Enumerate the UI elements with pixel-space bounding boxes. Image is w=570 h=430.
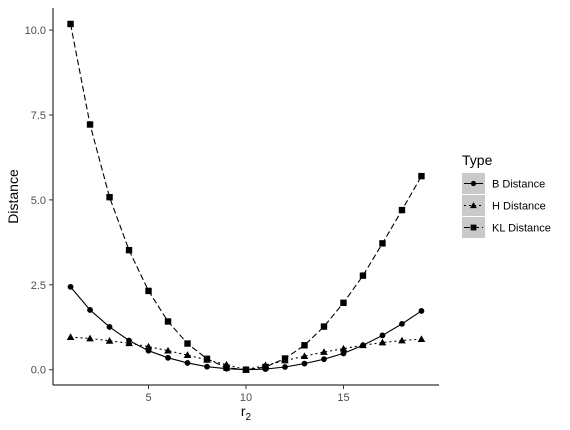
data-point bbox=[399, 320, 405, 327]
data-point bbox=[340, 350, 347, 357]
data-point bbox=[165, 354, 171, 361]
y-tick-label: 7.5 bbox=[31, 110, 46, 122]
y-axis-title: Distance bbox=[5, 169, 21, 224]
data-point bbox=[106, 193, 113, 201]
data-point bbox=[301, 342, 308, 349]
legend-item: B Distance bbox=[462, 173, 545, 194]
legend: Type B Distance H Distance KL Distance bbox=[462, 152, 551, 238]
x-tick-label: 5 bbox=[145, 392, 151, 404]
series-line bbox=[70, 23, 422, 371]
data-point bbox=[203, 355, 211, 363]
y-tick-label: 2.5 bbox=[31, 280, 46, 292]
y-axis: 0.0 2.5 5.0 7.5 10.0 bbox=[25, 8, 54, 385]
legend-label: KL Distance bbox=[492, 223, 551, 235]
data-point bbox=[282, 364, 288, 370]
data-point bbox=[320, 348, 328, 355]
x-axis: 5 10 15 bbox=[53, 384, 439, 404]
data-point bbox=[242, 366, 250, 373]
data-point bbox=[398, 336, 406, 344]
data-point bbox=[359, 272, 367, 279]
series-b-distance bbox=[67, 283, 425, 373]
data-point bbox=[125, 246, 133, 254]
data-point bbox=[398, 206, 406, 214]
data-point bbox=[223, 364, 230, 371]
data-point bbox=[145, 287, 152, 295]
data-point bbox=[183, 351, 192, 358]
data-point bbox=[281, 355, 289, 362]
data-point bbox=[164, 318, 172, 325]
data-point bbox=[320, 323, 328, 330]
y-tick-label: 0.0 bbox=[31, 365, 46, 377]
legend-key-marker bbox=[470, 224, 477, 231]
data-point bbox=[66, 333, 75, 340]
y-tick-label: 5.0 bbox=[31, 195, 46, 207]
x-tick-label: 15 bbox=[337, 392, 349, 404]
data-point bbox=[359, 341, 367, 349]
legend-label: B Distance bbox=[492, 179, 545, 191]
data-point bbox=[106, 324, 113, 330]
plot-area bbox=[66, 20, 426, 373]
data-point bbox=[204, 363, 210, 370]
data-point bbox=[125, 339, 133, 347]
data-point bbox=[164, 346, 172, 354]
data-point bbox=[339, 344, 348, 352]
x-axis-title-base: r bbox=[241, 403, 246, 419]
legend-item: H Distance bbox=[462, 195, 546, 216]
data-point bbox=[144, 342, 153, 350]
data-point bbox=[262, 363, 269, 371]
data-point bbox=[300, 352, 309, 359]
x-axis-title: r2 bbox=[241, 403, 252, 423]
data-point bbox=[105, 337, 114, 344]
data-point bbox=[418, 172, 425, 180]
data-point bbox=[321, 356, 327, 363]
data-point bbox=[340, 299, 347, 307]
data-point bbox=[86, 334, 94, 342]
legend-title: Type bbox=[462, 152, 493, 168]
legend-item: KL Distance bbox=[462, 217, 551, 238]
data-point bbox=[301, 360, 308, 367]
data-point bbox=[87, 307, 93, 313]
series-kl-distance bbox=[67, 20, 425, 373]
data-point bbox=[379, 332, 386, 339]
legend-key-marker bbox=[470, 202, 477, 209]
y-tick-label: 10.0 bbox=[25, 25, 46, 37]
data-point bbox=[379, 240, 386, 247]
x-tick-label: 10 bbox=[240, 392, 252, 404]
data-point bbox=[67, 20, 74, 28]
legend-label: H Distance bbox=[492, 201, 546, 213]
series-line bbox=[70, 286, 422, 371]
data-point bbox=[184, 360, 191, 366]
data-point bbox=[67, 283, 74, 290]
x-axis-title-subscript: 2 bbox=[246, 412, 252, 423]
data-point bbox=[417, 335, 426, 342]
data-point bbox=[184, 340, 191, 347]
legend-key-marker bbox=[470, 180, 477, 187]
data-point bbox=[378, 338, 387, 346]
data-point bbox=[418, 308, 425, 314]
data-point bbox=[86, 121, 94, 128]
